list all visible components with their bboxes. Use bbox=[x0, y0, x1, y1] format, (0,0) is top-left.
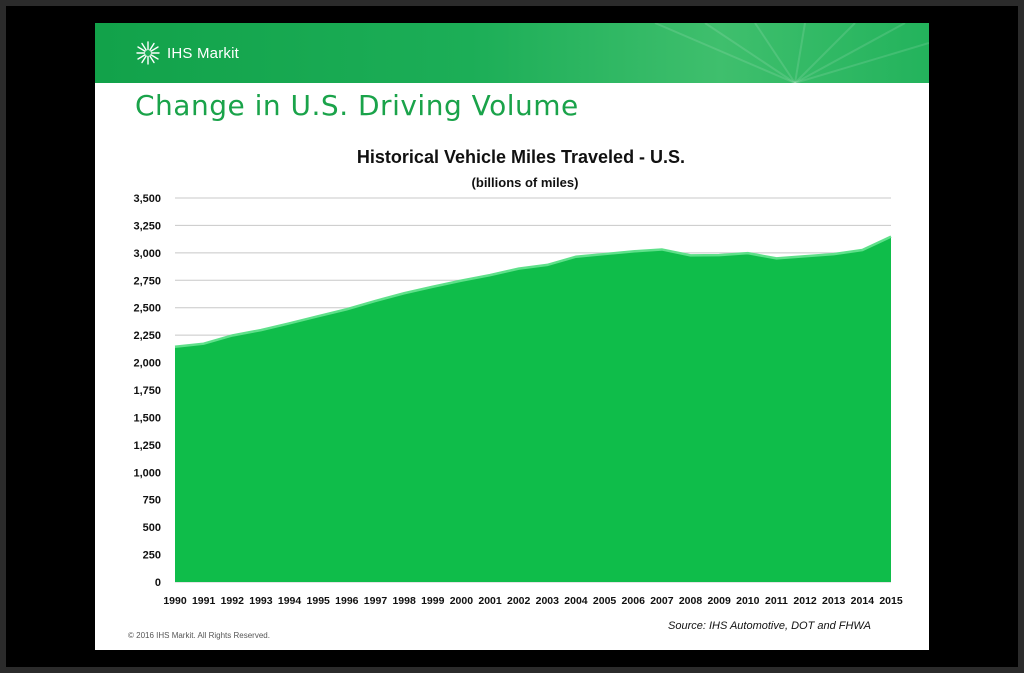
y-tick-label: 1,000 bbox=[133, 467, 161, 479]
x-tick-label: 1994 bbox=[278, 595, 302, 607]
y-axis-ticks: 0 250 500 750 1,000 1,250 1,500 1,750 2,000 2,250… bbox=[133, 193, 161, 589]
copyright-note: © 2016 IHS Markit. All Rights Reserved. bbox=[128, 631, 270, 640]
y-tick-label: 1,250 bbox=[133, 440, 161, 452]
banner-rays-decoration bbox=[654, 23, 929, 83]
x-tick-label: 1995 bbox=[307, 595, 331, 607]
brand-logo: IHS Markit bbox=[135, 39, 239, 67]
x-tick-label: 1999 bbox=[421, 595, 445, 607]
x-tick-label: 2012 bbox=[793, 595, 817, 607]
x-tick-label: 2004 bbox=[564, 595, 588, 607]
y-tick-label: 0 bbox=[155, 577, 161, 589]
x-tick-label: 2001 bbox=[478, 595, 502, 607]
y-tick-label: 1,750 bbox=[133, 385, 161, 397]
x-tick-label: 2000 bbox=[450, 595, 474, 607]
slide-title: Change in U.S. Driving Volume bbox=[135, 89, 579, 122]
y-tick-label: 2,250 bbox=[133, 330, 161, 342]
slide: IHS Markit Change in U.S. Driving Volume… bbox=[95, 23, 929, 650]
area-top-edge bbox=[174, 235, 892, 349]
x-tick-label: 1998 bbox=[392, 595, 416, 607]
x-tick-label: 2007 bbox=[650, 595, 674, 607]
source-note: Source: IHS Automotive, DOT and FHWA bbox=[668, 620, 871, 632]
x-tick-label: 1996 bbox=[335, 595, 359, 607]
x-tick-label: 2005 bbox=[593, 595, 617, 607]
x-tick-label: 2015 bbox=[879, 595, 903, 607]
x-tick-label: 2009 bbox=[707, 595, 731, 607]
x-tick-label: 2008 bbox=[679, 595, 703, 607]
y-tick-label: 3,500 bbox=[133, 193, 161, 205]
y-tick-label: 500 bbox=[143, 522, 161, 534]
x-tick-label: 2010 bbox=[736, 595, 760, 607]
vmt-area-chart: Historical Vehicle Miles Traveled - U.S.… bbox=[133, 147, 903, 607]
y-tick-label: 2,500 bbox=[133, 303, 161, 315]
x-tick-label: 1990 bbox=[163, 595, 187, 607]
x-tick-label: 2013 bbox=[822, 595, 846, 607]
x-tick-label: 2014 bbox=[851, 595, 875, 607]
x-tick-label: 1993 bbox=[249, 595, 273, 607]
x-tick-label: 2002 bbox=[507, 595, 531, 607]
x-tick-label: 1992 bbox=[221, 595, 245, 607]
chart-subtitle: (billions of miles) bbox=[472, 175, 579, 190]
area-layer bbox=[174, 235, 892, 582]
y-tick-label: 2,750 bbox=[133, 275, 161, 287]
y-tick-label: 3,250 bbox=[133, 220, 161, 232]
chart-title: Historical Vehicle Miles Traveled - U.S. bbox=[357, 147, 685, 167]
header-banner: IHS Markit bbox=[95, 23, 929, 83]
y-tick-label: 2,000 bbox=[133, 358, 161, 370]
y-tick-label: 1,500 bbox=[133, 412, 161, 424]
x-tick-label: 1997 bbox=[364, 595, 388, 607]
x-tick-label: 1991 bbox=[192, 595, 216, 607]
y-tick-label: 750 bbox=[143, 495, 161, 507]
x-tick-label: 2006 bbox=[622, 595, 646, 607]
y-tick-label: 250 bbox=[143, 550, 161, 562]
y-tick-label: 3,000 bbox=[133, 248, 161, 260]
x-tick-label: 2003 bbox=[536, 595, 560, 607]
burst-globe-icon bbox=[136, 41, 160, 65]
area-series bbox=[175, 236, 891, 582]
x-axis-ticks: 1990 1991 1992 1993 1994 1995 1996 1997 1998 1999… bbox=[163, 595, 903, 607]
x-tick-label: 2011 bbox=[765, 595, 788, 607]
brand-name: IHS Markit bbox=[167, 44, 240, 62]
